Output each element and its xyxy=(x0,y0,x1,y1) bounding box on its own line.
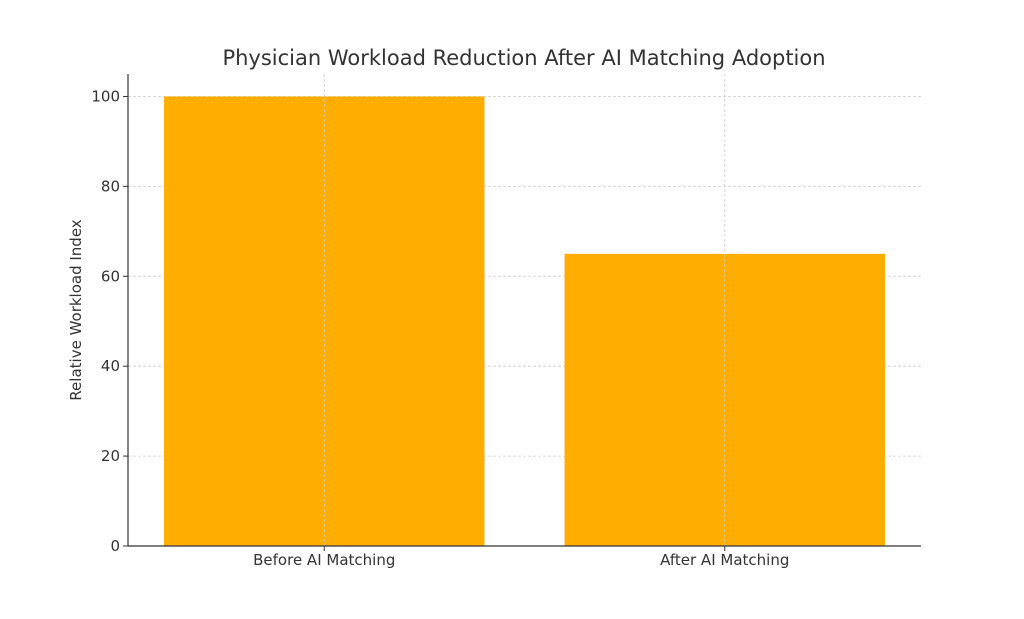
ticks: 0 20 40 60 80 100 Before AI Matching After AI M… xyxy=(91,87,789,569)
y-tick-label: 20 xyxy=(101,447,120,465)
y-tick-label: 0 xyxy=(110,537,120,555)
x-tick-label: After AI Matching xyxy=(660,551,789,569)
y-tick-label: 40 xyxy=(101,357,120,375)
vertical-grid xyxy=(323,74,726,546)
y-tick-label: 60 xyxy=(101,267,120,285)
y-tick-label: 80 xyxy=(101,177,120,195)
bars xyxy=(164,96,885,547)
y-axis-label: Relative Workload Index xyxy=(67,219,85,400)
x-tick-label: Before AI Matching xyxy=(253,551,395,569)
y-tick-label: 100 xyxy=(91,87,120,105)
chart-title: Physician Workload Reduction After AI Ma… xyxy=(222,46,825,70)
